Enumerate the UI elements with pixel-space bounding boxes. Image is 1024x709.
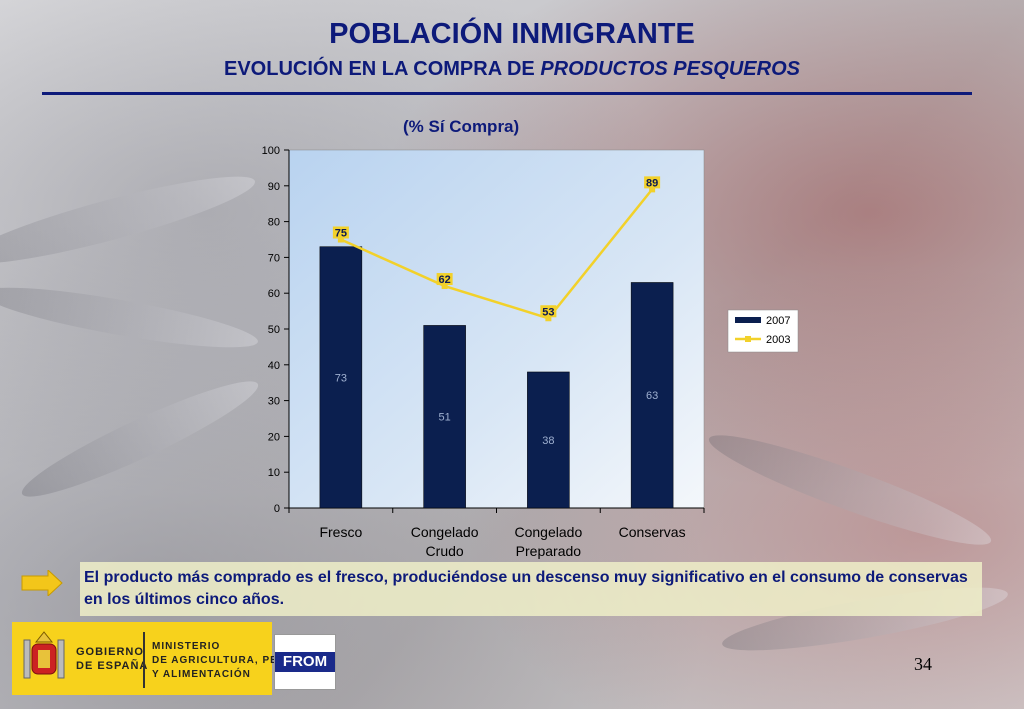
legend-label-2003: 2003 — [766, 334, 790, 346]
y-tick-label: 70 — [268, 252, 280, 264]
y-tick-label: 10 — [268, 467, 280, 479]
arrow-right-icon — [21, 570, 63, 596]
x-tick-label: Conservas — [619, 524, 686, 540]
y-tick-label: 80 — [268, 217, 280, 229]
x-tick-label: Crudo — [426, 543, 464, 559]
bar-2007 — [630, 282, 674, 509]
page-title: POBLACIÓN INMIGRANTE — [329, 18, 695, 50]
line-point-2003 — [441, 283, 448, 290]
subtitle-prefix: EVOLUCIÓN EN LA COMPRA DE — [224, 58, 541, 80]
x-tick-label: Congelado — [515, 524, 583, 540]
line-value-label: 53 — [542, 306, 554, 318]
subtitle-italic: PRODUCTOS PESQUEROS — [540, 58, 800, 80]
x-tick-label: Congelado — [411, 524, 479, 540]
bar-value-label: 73 — [335, 372, 347, 384]
y-tick-label: 0 — [274, 503, 280, 515]
from-logo-text: FROM — [275, 652, 335, 672]
line-2003 — [340, 188, 654, 320]
y-tick-label: 20 — [268, 431, 280, 443]
y-tick-label: 90 — [268, 181, 280, 193]
title-divider — [42, 92, 972, 95]
line-point-2003 — [337, 236, 344, 243]
page-subtitle: EVOLUCIÓN EN LA COMPRA DE PRODUCTOS PESQ… — [0, 58, 1024, 81]
bar-2007 — [527, 371, 570, 509]
gobierno-line-1: GOBIERNO — [76, 646, 144, 658]
legend-label-2007: 2007 — [766, 315, 790, 327]
line-label-bg — [332, 226, 349, 239]
line-label-bg — [644, 176, 661, 189]
footer-divider — [143, 632, 145, 688]
page-number: 34 — [914, 654, 932, 674]
bar-value-label: 63 — [646, 390, 658, 402]
spain-crest-icon — [23, 631, 65, 679]
line-value-label: 62 — [439, 274, 451, 286]
ministerio-line-3: Y ALIMENTACIÓN — [152, 669, 251, 680]
line-point-2003 — [545, 315, 552, 322]
ministerio-line-2: DE AGRICULTURA, PESCA — [152, 655, 302, 666]
y-tick-label: 60 — [268, 288, 280, 300]
line-label-bg — [540, 305, 557, 318]
line-point-2003 — [649, 186, 656, 193]
y-tick-label: 50 — [268, 324, 280, 336]
note-box — [80, 562, 982, 616]
bar-value-label: 51 — [439, 412, 451, 424]
gobierno-text: GOBIERNO DE ESPAÑA — [76, 645, 148, 673]
note-text: El producto más comprado es el fresco, p… — [84, 569, 968, 608]
y-tick-label: 100 — [262, 145, 280, 157]
line-label-bg — [436, 273, 453, 286]
legend-swatch-2007 — [735, 317, 761, 323]
line-value-label: 89 — [646, 177, 658, 189]
legend-marker-2003 — [745, 336, 751, 342]
y-tick-label: 30 — [268, 396, 280, 408]
chart-caption: (% Sí Compra) — [403, 117, 520, 136]
ministerio-line-1: MINISTERIO — [152, 641, 221, 652]
y-tick-label: 40 — [268, 360, 280, 372]
gobierno-line-2: DE ESPAÑA — [76, 660, 149, 672]
bar-value-label: 38 — [542, 435, 554, 447]
bar-2007 — [423, 325, 466, 509]
bar-2007 — [319, 246, 363, 509]
ministerio-text: MINISTERIO DE AGRICULTURA, PESCA Y ALIME… — [152, 640, 302, 682]
x-tick-label: Fresco — [319, 524, 362, 540]
line-value-label: 75 — [335, 228, 347, 240]
x-tick-label: Preparado — [516, 543, 582, 559]
from-logo: FROM — [274, 634, 336, 690]
